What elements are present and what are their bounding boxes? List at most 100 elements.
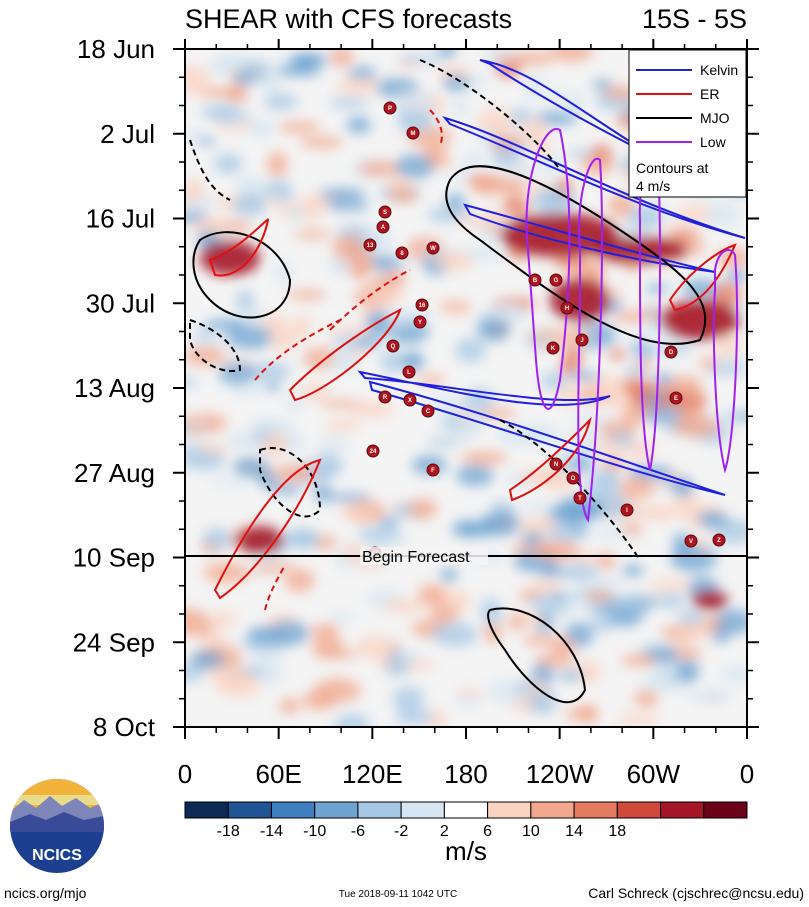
er-contour [213,458,322,600]
shear-patch [455,696,480,709]
storm-marker: D [664,345,678,359]
x-tick-label: 180 [444,759,487,789]
shear-patch [314,484,332,503]
shear-patch [226,431,265,451]
shear-patch [202,527,232,550]
shear-patch [387,187,419,203]
shear-patch [697,511,728,525]
mjo-contour [487,607,587,704]
shear-patch [512,51,554,66]
shear-patch [720,665,747,684]
kelvin-contour [442,116,746,239]
shear-patch [399,650,423,663]
shear-patch [536,605,572,615]
shear-patch [278,698,301,714]
shear-patch [439,568,458,582]
shear-patch [328,97,369,109]
storm-marker-label: F [431,468,435,474]
x-tick-label: 0 [178,759,192,789]
er-contour-negative [329,269,411,331]
colorbar-tick-label: 2 [440,823,449,840]
shear-patch [470,175,510,196]
shear-patch [670,546,717,572]
storm-marker-label: 16 [419,303,426,309]
colorbar: -18 -14 -10 -6 -2 2 6 10 14 18 [184,801,748,840]
colorbar-tick-label: -2 [394,823,408,840]
colorbar-tick-label: -18 [217,823,240,840]
y-tick-label: 30 Jul [86,288,155,318]
storm-marker-label: Z [717,538,721,544]
storm-marker: V [684,534,698,548]
shear-patch [395,89,436,113]
shear-patch [562,563,599,582]
shear-patch [327,352,360,373]
low-contour [712,249,738,474]
shear-patch [621,654,657,667]
colorbar-swatch [270,801,316,819]
shear-patch [484,49,518,61]
shear-patch [226,326,274,350]
shear-patch [658,663,679,674]
y-tick-label: 16 Jul [86,204,155,234]
storm-marker-label: T [578,496,582,502]
shear-patch [464,387,494,411]
shear-patch [313,678,361,704]
shear-patch [397,54,443,63]
shear-patch [460,451,507,465]
storm-marker: S [378,205,392,219]
storm-marker-icon [664,345,678,359]
shear-patch [240,59,272,83]
logo-ridge [10,812,104,832]
storm-marker-icon [560,301,574,315]
shear-patch [627,465,674,481]
x-tick-label: 60E [256,759,302,789]
colorbar-swatch [703,801,748,819]
shear-patch [290,53,318,70]
shear-patch [487,679,530,704]
shear-patch [675,659,700,683]
colorbar-swatch [227,801,272,819]
shear-patch [199,87,245,98]
shear-patch [350,260,369,280]
storm-marker-icon [402,365,416,379]
er-contour [668,243,737,312]
shear-patch [521,501,552,513]
shear-patch [185,178,205,203]
shear-patch [247,626,279,643]
shear-patch [385,176,414,192]
storm-marker-icon [386,339,400,353]
storm-marker-label: B [533,278,538,284]
storm-marker: L [402,365,416,379]
er-contour [508,416,592,502]
shear-patch [187,130,204,141]
shear-patch [263,93,298,111]
chart-title: SHEAR with CFS forecasts [185,4,512,34]
storm-marker: O [566,471,580,485]
storm-marker-icon [378,205,392,219]
shear-patch [262,382,282,391]
shear-patch [457,688,483,698]
shear-patch [618,713,660,725]
shear-patch [278,121,321,133]
storm-marker-label: 13 [367,243,374,249]
shear-patch [274,262,293,284]
y-tick-label: 8 Oct [93,712,156,742]
shear-patch [200,104,237,120]
colorbar-swatch [530,801,575,819]
colorbar-tick-label: -6 [351,823,365,840]
storm-marker-label: A [381,225,386,231]
shear-patch [185,664,205,683]
forecast-label-bg [360,547,488,565]
er-contour [208,218,270,277]
shear-core [500,213,620,257]
shear-patch [346,116,372,134]
shear-patch [656,593,687,608]
shear-patch [571,413,612,426]
shear-patch [627,204,664,230]
storm-marker: Q [386,339,400,353]
shear-patch [262,75,282,95]
shear-patch [592,79,614,90]
shear-patch [192,333,222,349]
shear-patch [519,118,547,143]
shear-patch [333,713,371,727]
